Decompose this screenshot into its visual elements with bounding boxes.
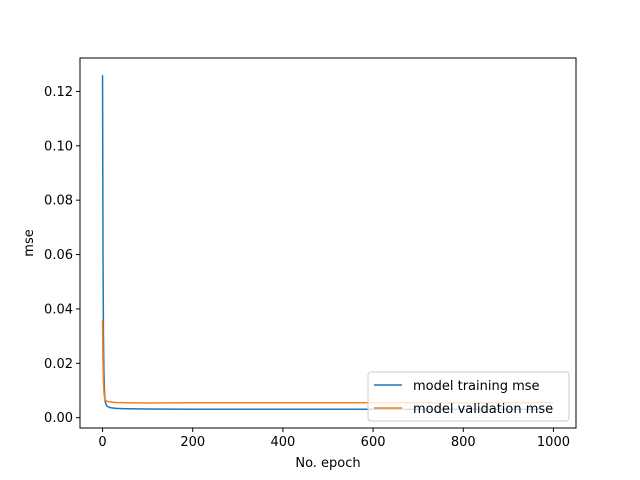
y-tick-label: 0.04 <box>44 302 73 317</box>
legend-label-training: model training mse <box>413 379 540 394</box>
y-axis: 0.00 0.02 0.04 0.06 0.08 0.10 0.12 <box>44 85 80 426</box>
legend-box <box>367 371 570 422</box>
x-tick-label: 1000 <box>537 435 570 450</box>
x-tick-label: 600 <box>361 435 386 450</box>
x-axis: 0 200 400 600 800 1000 <box>98 428 570 450</box>
x-tick-label: 0 <box>98 435 106 450</box>
plot-frame <box>79 57 577 429</box>
y-tick-label: 0.06 <box>44 248 73 263</box>
series-layer <box>101 75 554 410</box>
y-axis-label: mse <box>22 229 37 256</box>
legend-label-validation: model validation mse <box>413 402 553 417</box>
x-tick-label: 800 <box>451 435 476 450</box>
y-tick-label: 0.10 <box>44 139 73 154</box>
x-tick-label: 400 <box>270 435 295 450</box>
y-tick-label: 0.08 <box>44 194 73 209</box>
series-line-validation <box>101 319 554 404</box>
legend: model training mse model validation mse <box>367 371 570 422</box>
x-tick-label: 200 <box>180 435 205 450</box>
y-tick-label: 0.12 <box>44 85 73 100</box>
series-line-training <box>101 75 554 410</box>
x-axis-label: No. epoch <box>295 456 360 471</box>
y-tick-label: 0.00 <box>44 411 73 426</box>
y-tick-label: 0.02 <box>44 357 73 372</box>
